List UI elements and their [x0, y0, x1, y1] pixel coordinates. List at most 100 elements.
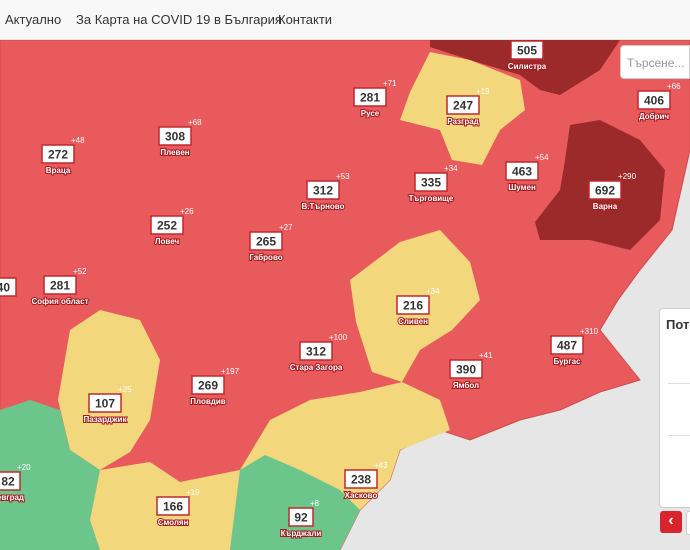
- value-box: [0, 471, 21, 491]
- region-value: 166: [163, 500, 183, 514]
- map[interactable]: 505Силистра281+71Русе247+19Разград406+66…: [0, 40, 690, 550]
- region-value: 216: [403, 299, 423, 313]
- region-name: оевград: [0, 493, 24, 502]
- region-value: 640: [0, 281, 10, 295]
- region-value: 406: [644, 94, 664, 108]
- value-box: [191, 375, 225, 395]
- value-box: [505, 161, 539, 181]
- region-name: София област: [32, 297, 89, 306]
- region-value: 247: [453, 99, 473, 113]
- region-delta: +41: [479, 351, 493, 360]
- region-delta: +71: [383, 79, 397, 88]
- region-name: Пазарджик: [84, 415, 128, 424]
- back-button[interactable]: ‹: [660, 511, 682, 533]
- region-name: Силистра: [508, 62, 547, 71]
- value-box: [150, 215, 184, 235]
- region-name: Ямбол: [453, 381, 479, 390]
- region[interactable]: [230, 455, 360, 550]
- search-input[interactable]: Търсене...: [620, 45, 690, 79]
- region-value: 312: [313, 184, 333, 198]
- region-name: Враца: [46, 166, 71, 175]
- side-panel: Пот: [659, 308, 690, 508]
- region-value: 390: [456, 363, 476, 377]
- labels: 505Силистра281+71Русе247+19Разград406+66…: [0, 40, 681, 539]
- nav-link[interactable]: Контакти: [278, 12, 333, 27]
- next-button[interactable]: [686, 511, 690, 535]
- value-box: [344, 469, 378, 489]
- region-delta: +52: [73, 267, 87, 276]
- region-value: 272: [48, 148, 68, 162]
- region-name: Добрич: [639, 112, 669, 121]
- region-value: 238: [351, 473, 371, 487]
- region[interactable]: [0, 400, 100, 550]
- value-box: [449, 359, 483, 379]
- value-box: [249, 231, 283, 251]
- region-value: 107: [95, 397, 115, 411]
- region[interactable]: [430, 40, 620, 95]
- region-delta: +8: [310, 499, 320, 508]
- region-name: В.Търново: [301, 202, 344, 211]
- region-name: Ловеч: [155, 237, 180, 246]
- region-value: 252: [157, 219, 177, 233]
- value-box: [306, 180, 340, 200]
- region-delta: +290: [618, 172, 637, 181]
- panel-title: Пот: [666, 317, 690, 332]
- nav-link[interactable]: За Карта на COVID 19 в България: [76, 12, 282, 27]
- region-name: Варна: [593, 202, 618, 211]
- region-delta: +20: [17, 463, 31, 472]
- region-name: Пловдив: [190, 397, 226, 406]
- region-name: Хасково: [345, 491, 378, 500]
- value-box: [637, 90, 671, 110]
- value-box: [353, 87, 387, 107]
- value-box: [288, 507, 314, 527]
- region-delta: +66: [667, 82, 681, 91]
- value-box: [299, 341, 333, 361]
- region-delta: +43: [374, 461, 388, 470]
- region-delta: +19: [186, 488, 200, 497]
- region-value: 463: [512, 165, 532, 179]
- region-name: Сливен: [398, 317, 428, 326]
- region-delta: +34: [426, 287, 440, 296]
- region-value: 312: [306, 345, 326, 359]
- region-delta: +54: [535, 153, 549, 162]
- region-name: Габрово: [249, 253, 282, 262]
- region-value: 281: [360, 91, 380, 105]
- region[interactable]: [58, 310, 160, 470]
- value-box: [588, 180, 622, 200]
- region-value: 487: [557, 339, 577, 353]
- region-value: 92: [294, 511, 308, 525]
- value-box: [510, 40, 544, 60]
- region-delta: +53: [336, 172, 350, 181]
- region-name: Бургас: [553, 357, 581, 366]
- region-delta: +26: [180, 207, 194, 216]
- region-value: 269: [198, 379, 218, 393]
- region-value: 82: [1, 475, 15, 489]
- region-name: Кърджали: [281, 529, 322, 538]
- region-name: Разград: [447, 117, 479, 126]
- nav-link[interactable]: Актуално: [5, 12, 62, 27]
- value-box: [158, 126, 192, 146]
- region-name: Шумен: [508, 183, 536, 192]
- region-delta: +34: [444, 164, 458, 173]
- region-name: Стара Загора: [290, 363, 343, 372]
- region-delta: +100: [329, 333, 348, 342]
- value-box: [88, 393, 122, 413]
- navbar: Актуално За Карта на COVID 19 в България…: [0, 0, 690, 40]
- region-value: 505: [517, 44, 537, 58]
- value-box: [414, 172, 448, 192]
- region-name: Русе: [361, 109, 380, 118]
- region-delta: +48: [71, 136, 85, 145]
- value-box: [396, 295, 430, 315]
- region-value: 281: [50, 279, 70, 293]
- value-box: [43, 275, 77, 295]
- region-value: 308: [165, 130, 185, 144]
- region-value: 335: [421, 176, 441, 190]
- region-delta: +310: [580, 327, 599, 336]
- region-name: Плевен: [160, 148, 189, 157]
- region-delta: +25: [118, 385, 132, 394]
- region-value: 265: [256, 235, 276, 249]
- value-box: [550, 335, 584, 355]
- region-delta: +68: [188, 118, 202, 127]
- region-delta: +19: [476, 87, 490, 96]
